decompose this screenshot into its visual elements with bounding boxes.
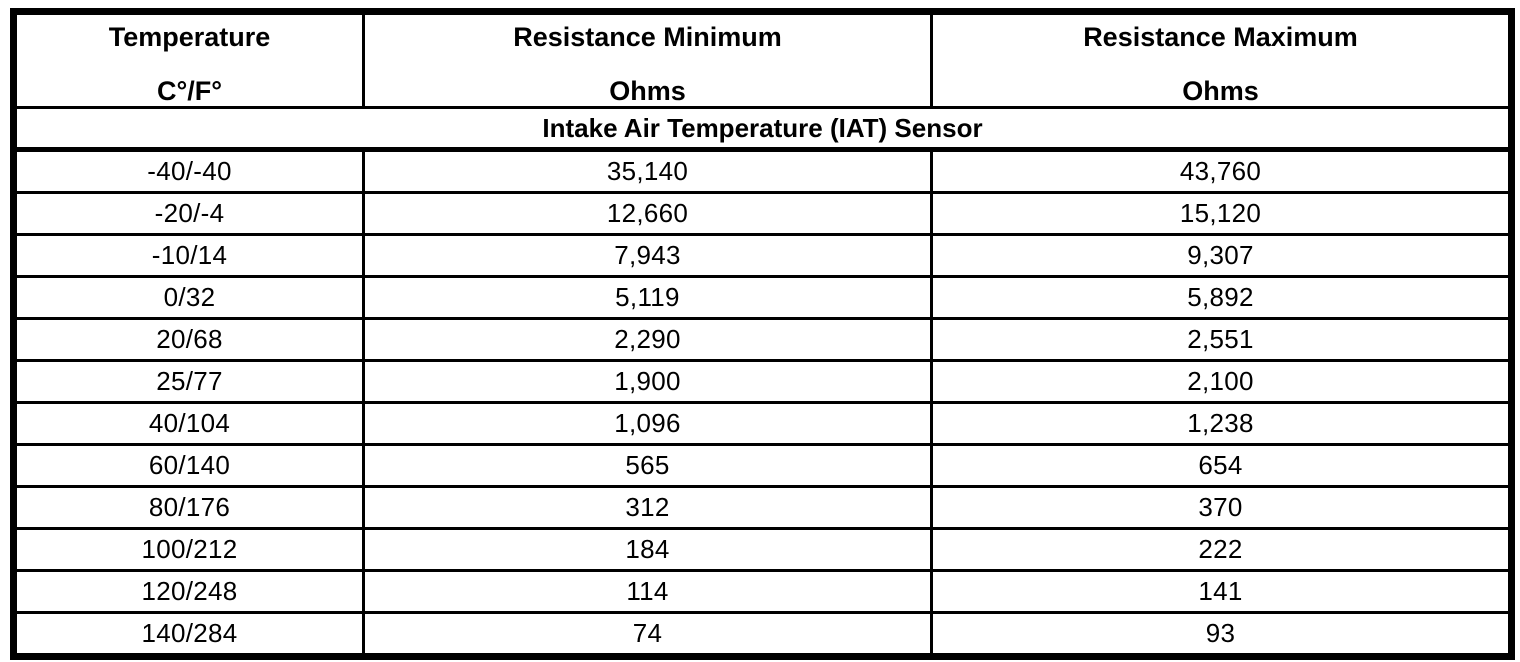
cell-resistance-maximum: 370 [930, 485, 1513, 530]
header-resistance-maximum-title: Resistance Maximum [1083, 22, 1358, 52]
table-row: 60/140 565 654 [12, 443, 1513, 488]
cell-resistance-minimum: 12,660 [362, 191, 933, 236]
cell-temperature: 60/140 [12, 443, 365, 488]
table-row: 120/248 114 141 [12, 569, 1513, 614]
cell-resistance-maximum: 2,551 [930, 317, 1513, 362]
cell-temperature: 80/176 [12, 485, 365, 530]
table-row: -10/14 7,943 9,307 [12, 233, 1513, 278]
cell-resistance-maximum: 654 [930, 443, 1513, 488]
header-row: Temperature C°/F° Resistance Minimum Ohm… [12, 10, 1513, 109]
header-resistance-minimum-unit: Ohms [609, 76, 686, 106]
cell-resistance-minimum: 1,900 [362, 359, 933, 404]
cell-resistance-minimum: 35,140 [362, 148, 933, 194]
cell-temperature: 40/104 [12, 401, 365, 446]
table-row: 25/77 1,900 2,100 [12, 359, 1513, 404]
cell-temperature: -10/14 [12, 233, 365, 278]
table-row: 40/104 1,096 1,238 [12, 401, 1513, 446]
header-resistance-maximum: Resistance Maximum Ohms [930, 10, 1513, 109]
header-resistance-maximum-unit: Ohms [1182, 76, 1259, 106]
cell-resistance-maximum: 141 [930, 569, 1513, 614]
cell-resistance-minimum: 7,943 [362, 233, 933, 278]
table-row: 20/68 2,290 2,551 [12, 317, 1513, 362]
cell-temperature: 140/284 [12, 611, 365, 658]
cell-resistance-minimum: 74 [362, 611, 933, 658]
cell-resistance-minimum: 114 [362, 569, 933, 614]
cell-resistance-minimum: 565 [362, 443, 933, 488]
header-resistance-minimum-title: Resistance Minimum [513, 22, 782, 52]
cell-temperature: 120/248 [12, 569, 365, 614]
header-resistance-minimum: Resistance Minimum Ohms [362, 10, 933, 109]
cell-temperature: -20/-4 [12, 191, 365, 236]
cell-resistance-maximum: 9,307 [930, 233, 1513, 278]
cell-resistance-minimum: 2,290 [362, 317, 933, 362]
table-row: -20/-4 12,660 15,120 [12, 191, 1513, 236]
cell-temperature: 25/77 [12, 359, 365, 404]
iat-sensor-resistance-table: Temperature C°/F° Resistance Minimum Ohm… [10, 8, 1515, 660]
header-temperature-unit: C°/F° [156, 76, 223, 106]
cell-resistance-minimum: 312 [362, 485, 933, 530]
cell-resistance-maximum: 2,100 [930, 359, 1513, 404]
cell-resistance-maximum: 15,120 [930, 191, 1513, 236]
cell-resistance-maximum: 43,760 [930, 148, 1513, 194]
header-temperature: Temperature C°/F° [12, 10, 365, 109]
section-header-row: Intake Air Temperature (IAT) Sensor [12, 106, 1513, 152]
table-row: 100/212 184 222 [12, 527, 1513, 572]
table-row: 0/32 5,119 5,892 [12, 275, 1513, 320]
cell-resistance-maximum: 222 [930, 527, 1513, 572]
cell-temperature: 0/32 [12, 275, 365, 320]
cell-resistance-minimum: 184 [362, 527, 933, 572]
table-row: 140/284 74 93 [12, 611, 1513, 658]
cell-temperature: -40/-40 [12, 148, 365, 194]
cell-resistance-maximum: 5,892 [930, 275, 1513, 320]
cell-resistance-maximum: 93 [930, 611, 1513, 658]
cell-resistance-minimum: 5,119 [362, 275, 933, 320]
section-title: Intake Air Temperature (IAT) Sensor [12, 106, 1513, 152]
cell-resistance-minimum: 1,096 [362, 401, 933, 446]
cell-temperature: 100/212 [12, 527, 365, 572]
table-row: -40/-40 35,140 43,760 [12, 148, 1513, 194]
table-row: 80/176 312 370 [12, 485, 1513, 530]
document-page: Temperature C°/F° Resistance Minimum Ohm… [0, 8, 1520, 662]
cell-temperature: 20/68 [12, 317, 365, 362]
cell-resistance-maximum: 1,238 [930, 401, 1513, 446]
header-temperature-title: Temperature [108, 22, 271, 52]
